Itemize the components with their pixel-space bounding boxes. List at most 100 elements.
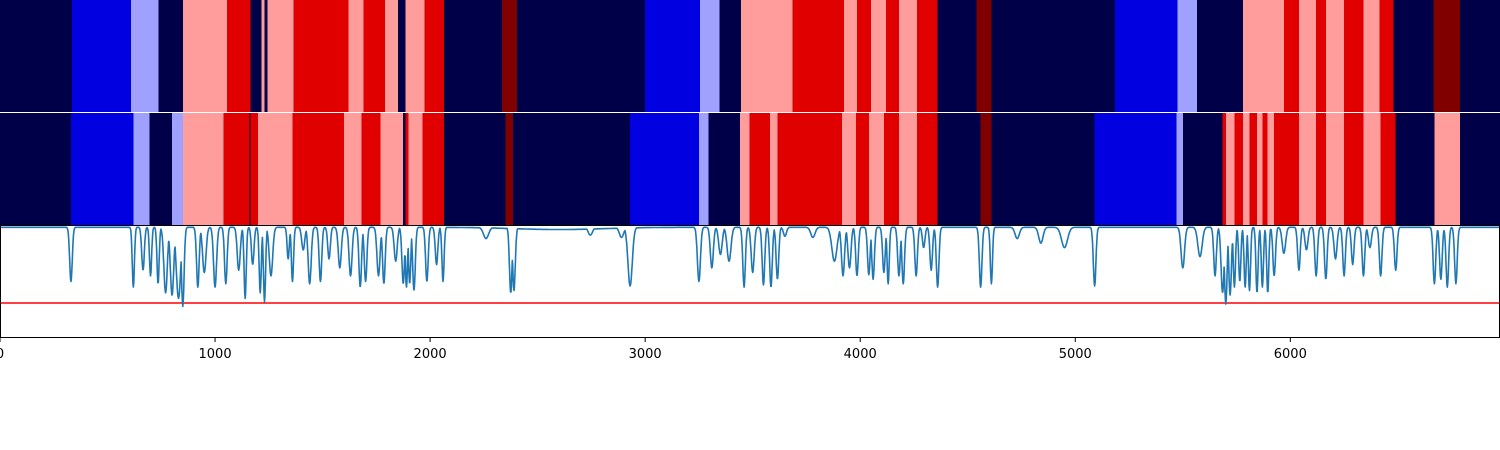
middle-segment-12 bbox=[361, 113, 380, 225]
middle-segment-34 bbox=[938, 113, 981, 225]
top-segment-28 bbox=[886, 0, 899, 112]
middle-segment-56 bbox=[1434, 113, 1460, 225]
top-segment-18 bbox=[502, 0, 517, 112]
top-segment-47 bbox=[1460, 0, 1500, 112]
middle-segment-42 bbox=[1234, 113, 1243, 225]
top-segment-42 bbox=[1344, 0, 1363, 112]
top-segment-12 bbox=[363, 0, 385, 112]
middle-segment-31 bbox=[884, 113, 899, 225]
middle-segment-10 bbox=[292, 113, 344, 225]
x-tick-label: 1000 bbox=[199, 347, 232, 362]
middle-segment-43 bbox=[1243, 113, 1249, 225]
middle-segment-20 bbox=[513, 113, 630, 225]
middle-segment-11 bbox=[344, 113, 361, 225]
middle-segment-9 bbox=[258, 113, 292, 225]
x-tick-label: 3000 bbox=[629, 347, 662, 362]
top-segment-13 bbox=[385, 0, 398, 112]
top-segment-27 bbox=[871, 0, 886, 112]
middle-segment-14 bbox=[403, 113, 405, 225]
top-segment-9 bbox=[268, 0, 294, 112]
middle-segment-3 bbox=[149, 113, 172, 225]
middle-segment-0 bbox=[0, 113, 71, 225]
middle-segment-49 bbox=[1299, 113, 1316, 225]
middle-segment-18 bbox=[444, 113, 505, 225]
top-segment-45 bbox=[1394, 0, 1434, 112]
top-segment-33 bbox=[991, 0, 1115, 112]
x-tick-label: 6000 bbox=[1274, 347, 1307, 362]
top-segment-40 bbox=[1316, 0, 1326, 112]
middle-segment-23 bbox=[709, 113, 740, 225]
top-segment-35 bbox=[1177, 0, 1196, 112]
middle-segment-21 bbox=[630, 113, 699, 225]
top-segment-41 bbox=[1326, 0, 1344, 112]
x-tick-label: 2000 bbox=[414, 347, 447, 362]
strip-middle bbox=[0, 112, 1500, 225]
middle-segment-2 bbox=[133, 113, 149, 225]
x-tick-label: 4000 bbox=[844, 347, 877, 362]
middle-segment-50 bbox=[1316, 113, 1326, 225]
top-segment-21 bbox=[700, 0, 719, 112]
top-segment-32 bbox=[976, 0, 991, 112]
top-segment-29 bbox=[899, 0, 917, 112]
middle-segment-55 bbox=[1396, 113, 1435, 225]
middle-segment-51 bbox=[1326, 113, 1344, 225]
middle-segment-28 bbox=[842, 113, 856, 225]
top-segment-5 bbox=[227, 0, 251, 112]
middle-segment-52 bbox=[1344, 113, 1363, 225]
top-segment-25 bbox=[844, 0, 857, 112]
top-segment-34 bbox=[1115, 0, 1177, 112]
middle-segment-57 bbox=[1460, 113, 1500, 225]
strip-separator bbox=[0, 112, 1500, 113]
middle-segment-25 bbox=[749, 113, 769, 225]
top-segment-24 bbox=[792, 0, 844, 112]
top-segment-2 bbox=[131, 0, 159, 112]
top-segment-36 bbox=[1197, 0, 1243, 112]
strip-top bbox=[0, 0, 1500, 112]
middle-segment-4 bbox=[172, 113, 183, 225]
top-segment-11 bbox=[348, 0, 363, 112]
middle-segment-29 bbox=[856, 113, 869, 225]
top-segment-22 bbox=[719, 0, 741, 112]
top-segment-7 bbox=[261, 0, 264, 112]
middle-segment-26 bbox=[770, 113, 778, 225]
top-segment-23 bbox=[741, 0, 793, 112]
top-segment-0 bbox=[0, 0, 72, 112]
top-segment-30 bbox=[917, 0, 937, 112]
x-tick-label: 0 bbox=[0, 347, 4, 362]
middle-segment-30 bbox=[869, 113, 884, 225]
top-segment-8 bbox=[265, 0, 268, 112]
middle-segment-35 bbox=[981, 113, 992, 225]
middle-segment-5 bbox=[183, 113, 224, 225]
top-segment-46 bbox=[1433, 0, 1460, 112]
middle-segment-15 bbox=[405, 113, 408, 225]
middle-segment-46 bbox=[1262, 113, 1267, 225]
top-segment-17 bbox=[444, 0, 502, 112]
top-segment-20 bbox=[645, 0, 700, 112]
top-segment-31 bbox=[938, 0, 977, 112]
top-segment-4 bbox=[183, 0, 227, 112]
top-segment-44 bbox=[1380, 0, 1394, 112]
top-segment-43 bbox=[1363, 0, 1379, 112]
top-segment-16 bbox=[425, 0, 444, 112]
middle-segment-45 bbox=[1257, 113, 1262, 225]
middle-segment-8 bbox=[251, 113, 259, 225]
middle-segment-47 bbox=[1268, 113, 1274, 225]
middle-segment-53 bbox=[1363, 113, 1380, 225]
middle-segment-54 bbox=[1381, 113, 1396, 225]
top-segment-6 bbox=[251, 0, 262, 112]
middle-segment-7 bbox=[249, 113, 250, 225]
top-segment-19 bbox=[517, 0, 645, 112]
top-segment-3 bbox=[159, 0, 183, 112]
middle-segment-40 bbox=[1223, 113, 1226, 225]
middle-segment-39 bbox=[1183, 113, 1223, 225]
middle-segment-32 bbox=[899, 113, 917, 225]
x-tick-label: 5000 bbox=[1059, 347, 1092, 362]
middle-segment-33 bbox=[917, 113, 937, 225]
middle-segment-44 bbox=[1249, 113, 1257, 225]
middle-segment-19 bbox=[505, 113, 513, 225]
top-segment-26 bbox=[857, 0, 871, 112]
middle-segment-27 bbox=[777, 113, 842, 225]
top-segment-37 bbox=[1243, 0, 1284, 112]
top-segment-38 bbox=[1284, 0, 1299, 112]
